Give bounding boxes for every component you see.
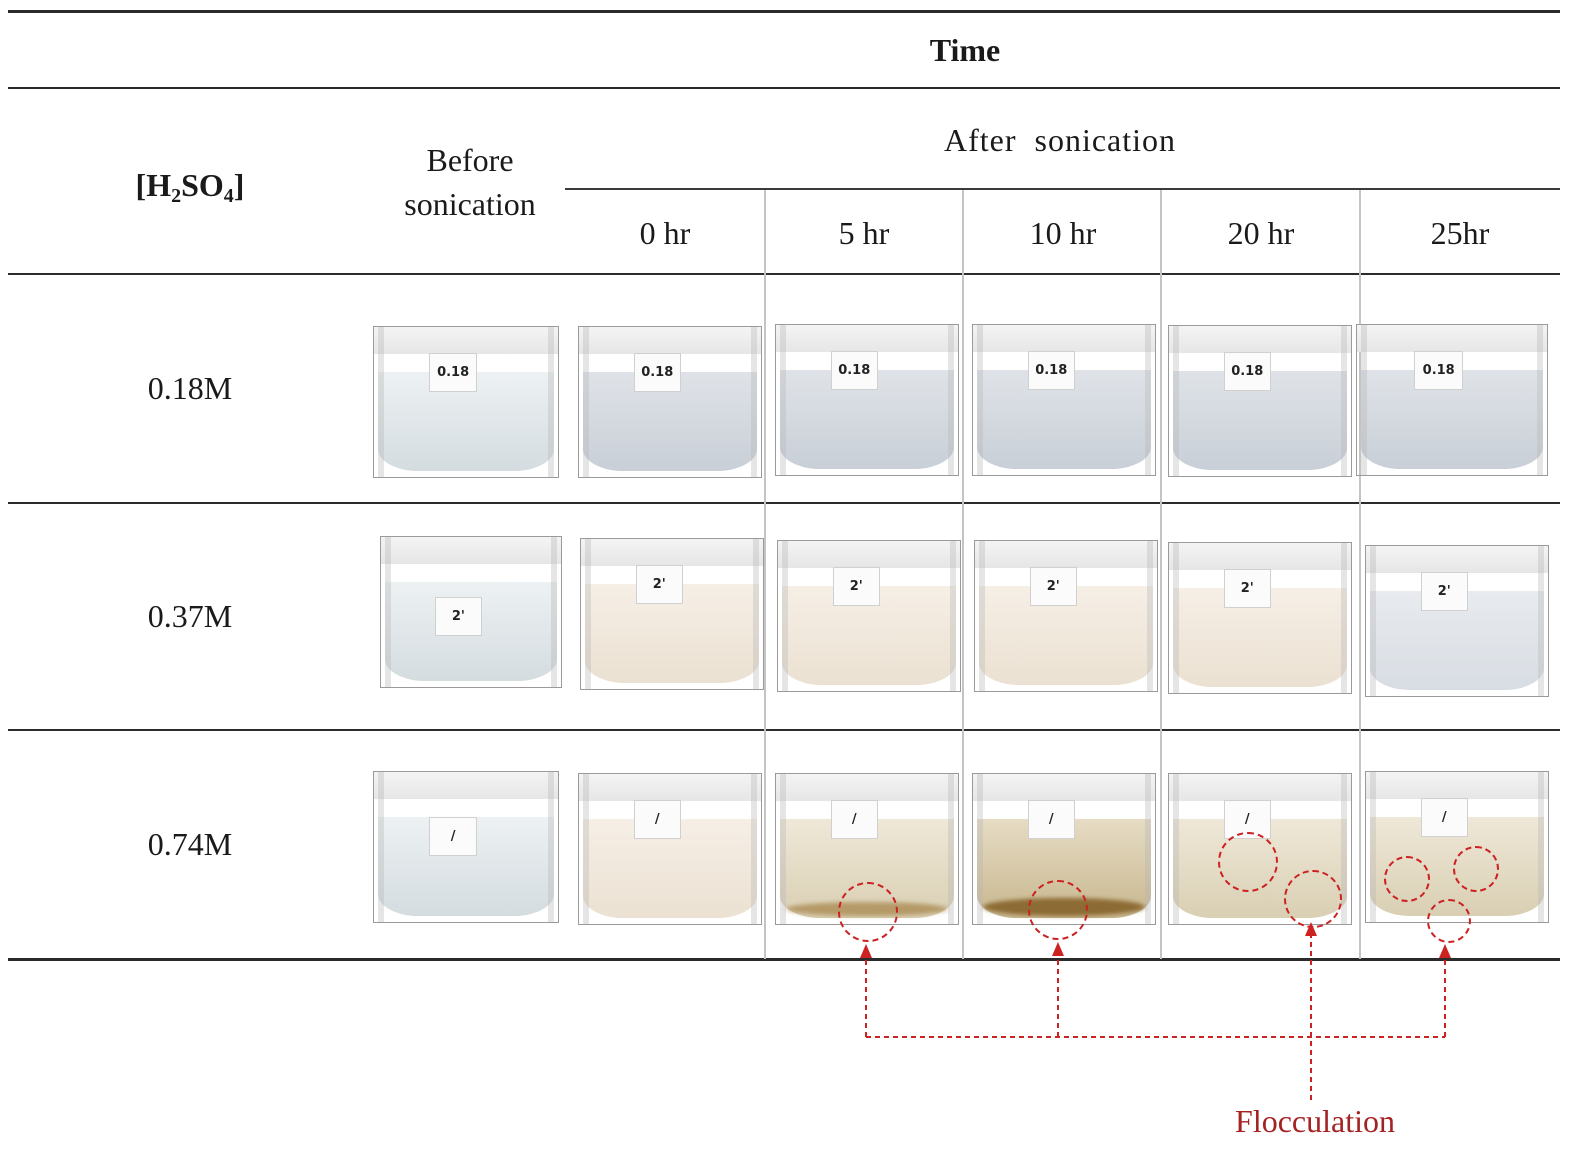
photo-0-74m-before: / <box>373 771 559 923</box>
acid-label-so: SO <box>181 167 224 203</box>
column-separator-3 <box>1160 190 1162 959</box>
photo-0-18m-25hr: 0.18 <box>1356 324 1548 476</box>
flocculation-circle-5hr <box>838 882 898 942</box>
photo-0-37m-20hr: 2' <box>1168 542 1352 694</box>
beaker-label: 0.18 <box>429 352 478 392</box>
time-col-10hr: 10 hr <box>1029 215 1097 251</box>
beaker-label: 0.18 <box>830 350 878 390</box>
beaker-label: 2' <box>1029 566 1077 606</box>
row-label-0-18m: 0.18M <box>147 370 233 406</box>
before-line-1: Before <box>426 142 514 178</box>
column-separator-4 <box>1359 190 1361 959</box>
time-col-25hr: 25hr <box>1430 215 1490 251</box>
row-label-0-74m: 0.74M <box>147 826 233 862</box>
table-bottom-rule <box>8 958 1560 961</box>
table-top-rule <box>8 10 1560 13</box>
acid-label-sub-4: 4 <box>223 185 234 207</box>
photo-0-37m-5hr: 2' <box>777 540 961 692</box>
column-separator-1 <box>764 190 766 959</box>
beaker-label: 2' <box>1223 568 1271 608</box>
row-label-0-37m: 0.37M <box>147 598 233 634</box>
header-before-sonication: Before sonication <box>370 140 570 224</box>
flocculation-circle-20hr-a <box>1218 832 1278 892</box>
photo-0-18m-10hr: 0.18 <box>972 324 1156 476</box>
beaker-label: / <box>1420 797 1468 837</box>
photo-0-37m-0hr: 2' <box>580 538 764 690</box>
beaker-label: 2' <box>832 566 880 606</box>
header-bottom-rule <box>8 273 1560 275</box>
time-col-20hr: 20 hr <box>1227 215 1295 251</box>
beaker-label: 2' <box>435 597 482 636</box>
beaker-label: / <box>830 799 878 839</box>
flocculation-circle-25hr-c <box>1427 899 1471 943</box>
acid-label-sub-2: 2 <box>171 185 182 207</box>
before-line-2: sonication <box>404 186 536 222</box>
header-after-sonication: After sonication <box>943 122 1177 158</box>
header-divider-rule <box>8 87 1560 89</box>
photo-0-37m-before: 2' <box>380 536 562 688</box>
time-col-0hr: 0 hr <box>639 215 691 251</box>
row-divider-2 <box>8 729 1560 731</box>
flocculation-label: Flocculation <box>1235 1103 1395 1139</box>
beaker-label: 2' <box>1420 571 1468 611</box>
photo-0-18m-20hr: 0.18 <box>1168 325 1352 477</box>
row-divider-1 <box>8 502 1560 504</box>
photo-0-18m-0hr: 0.18 <box>578 326 762 478</box>
header-time: Time <box>929 32 1001 68</box>
beaker-label: / <box>1027 799 1075 839</box>
beaker-label: 0.18 <box>1223 351 1271 391</box>
beaker-label: 2' <box>635 564 683 604</box>
beaker-label: / <box>429 817 478 856</box>
flocculation-circle-25hr-b <box>1453 846 1499 892</box>
time-col-5hr: 5 hr <box>838 215 890 251</box>
beaker-label: 0.18 <box>1027 350 1075 390</box>
photo-0-37m-10hr: 2' <box>974 540 1158 692</box>
photo-0-37m-25hr: 2' <box>1365 545 1549 697</box>
beaker-label: 0.18 <box>1414 350 1464 390</box>
column-separator-2 <box>962 190 964 959</box>
flocculation-circle-25hr-a <box>1384 856 1430 902</box>
photo-0-74m-0hr: / <box>578 773 762 925</box>
flocculation-circle-10hr <box>1028 880 1088 940</box>
header-acid-concentration: [H2SO4] <box>100 165 280 209</box>
acid-label-close: ] <box>233 167 245 203</box>
photo-0-18m-5hr: 0.18 <box>775 324 959 476</box>
beaker-label: / <box>633 799 681 839</box>
photo-0-18m-before: 0.18 <box>373 326 559 478</box>
beaker-label: 0.18 <box>633 352 681 392</box>
after-sonication-underline <box>565 188 1560 190</box>
acid-label-open: [H <box>135 167 172 203</box>
